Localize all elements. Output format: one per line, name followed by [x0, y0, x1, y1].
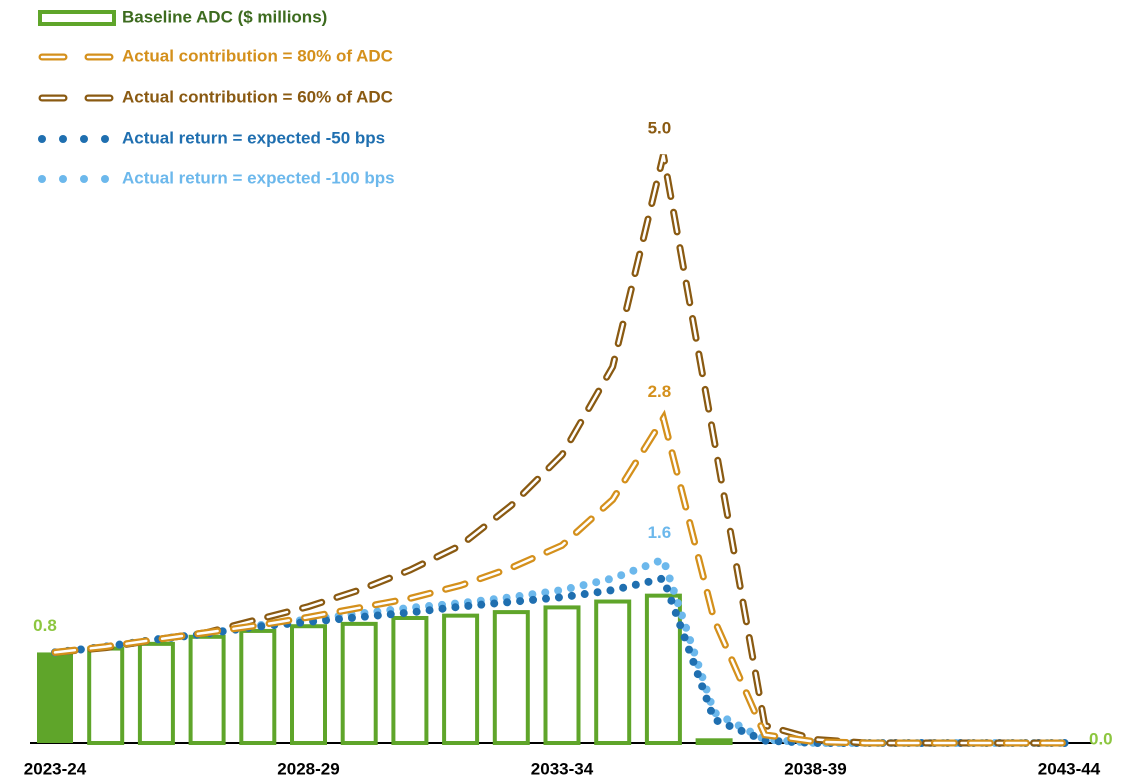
- x-tick-label: 2028-29: [277, 759, 339, 778]
- bar: [442, 613, 480, 746]
- data-label: 5.0: [648, 118, 672, 137]
- legend-label: Baseline ADC ($ millions): [122, 7, 327, 26]
- legend-swatch: [101, 135, 109, 143]
- x-tick-label: 2043-44: [1038, 759, 1101, 778]
- bar: [594, 599, 632, 746]
- legend-swatch: [80, 135, 88, 143]
- bar: [188, 634, 226, 745]
- data-label: 0.8: [33, 616, 57, 635]
- data-label: 2.8: [648, 382, 672, 401]
- legend-swatch: [59, 135, 67, 143]
- series-line: [51, 573, 1073, 747]
- legend-swatch: [59, 175, 67, 183]
- bar: [137, 641, 175, 746]
- legend-label: Actual return = expected -100 bps: [122, 168, 395, 187]
- x-tick-label: 2023-24: [24, 759, 87, 778]
- data-label: 1.6: [648, 523, 672, 542]
- data-label: 0.0: [1089, 729, 1113, 748]
- bar: [543, 605, 581, 746]
- x-tick-label: 2038-39: [784, 759, 846, 778]
- bar: [340, 621, 378, 746]
- series-line-hollow: [53, 415, 1071, 745]
- legend-label: Actual return = expected -50 bps: [122, 128, 385, 147]
- bar: [644, 593, 682, 746]
- bar: [492, 610, 530, 745]
- legend-swatch: [38, 135, 46, 143]
- legend-swatch: [38, 10, 116, 26]
- bar: [87, 646, 125, 745]
- legend-swatch: [101, 175, 109, 183]
- legend-label: Actual contribution = 60% of ADC: [122, 87, 393, 106]
- bar: [239, 628, 277, 745]
- legend-swatch: [80, 175, 88, 183]
- bar: [37, 652, 73, 743]
- bar: [391, 615, 429, 746]
- bar: [290, 624, 327, 745]
- legend-label: Actual contribution = 80% of ADC: [122, 46, 393, 65]
- x-tick-label: 2033-34: [531, 759, 594, 778]
- legend-swatch: [38, 175, 46, 183]
- bar: [695, 738, 733, 746]
